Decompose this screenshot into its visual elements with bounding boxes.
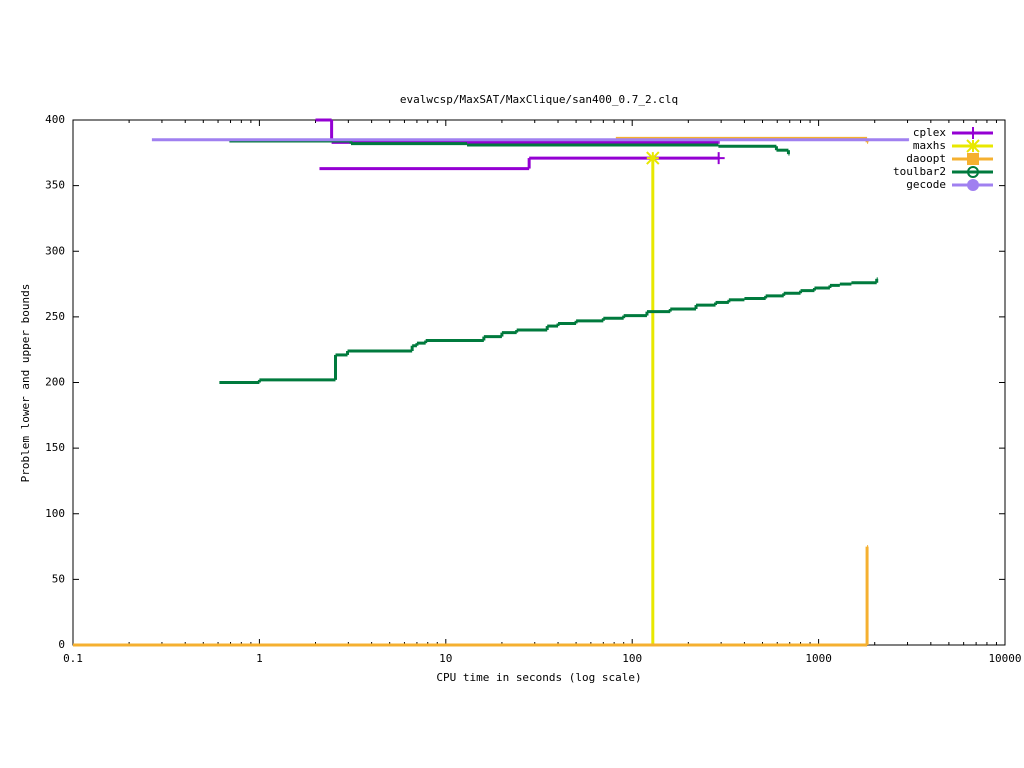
x-tick-label: 1000 <box>805 652 832 665</box>
y-tick-label: 100 <box>45 507 65 520</box>
x-tick-label: 0.1 <box>63 652 83 665</box>
chart-title: evalwcsp/MaxSAT/MaxClique/san400_0.7_2.c… <box>400 93 678 106</box>
marker <box>966 139 980 153</box>
x-tick-label: 100 <box>622 652 642 665</box>
legend-label: cplex <box>913 126 946 139</box>
y-tick-label: 400 <box>45 113 65 126</box>
legend-label: toulbar2 <box>893 165 946 178</box>
y-axis-label: Problem lower and upper bounds <box>19 284 32 483</box>
y-tick-label: 50 <box>52 572 65 585</box>
x-tick-label: 1 <box>256 652 263 665</box>
series <box>219 139 879 384</box>
marker <box>967 127 979 139</box>
marker <box>646 151 660 165</box>
y-tick-label: 300 <box>45 244 65 257</box>
y-tick-label: 350 <box>45 179 65 192</box>
y-tick-label: 150 <box>45 441 65 454</box>
x-axis-label: CPU time in seconds (log scale) <box>436 671 641 684</box>
marker <box>967 153 979 165</box>
legend-label: daoopt <box>906 152 946 165</box>
marker <box>967 166 979 178</box>
marker <box>967 179 979 191</box>
legend-label: maxhs <box>913 139 946 152</box>
marker <box>712 152 725 165</box>
legend-label: gecode <box>906 178 946 191</box>
y-tick-label: 0 <box>58 638 65 651</box>
x-tick-label: 10 <box>439 652 452 665</box>
y-tick-label: 250 <box>45 310 65 323</box>
y-tick-label: 200 <box>45 376 65 389</box>
x-tick-label: 10000 <box>988 652 1021 665</box>
